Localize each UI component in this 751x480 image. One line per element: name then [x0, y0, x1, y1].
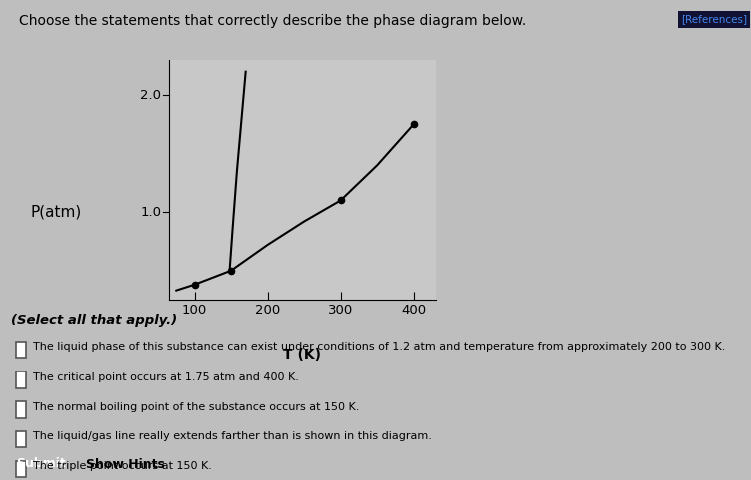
Text: 1.0: 1.0	[140, 206, 161, 219]
Text: The critical point occurs at 1.75 atm and 400 K.: The critical point occurs at 1.75 atm an…	[33, 372, 299, 382]
Text: 2.0: 2.0	[140, 89, 161, 102]
Text: P(atm): P(atm)	[30, 204, 81, 220]
Text: (Select all that apply.): (Select all that apply.)	[11, 314, 177, 327]
Text: Submit: Submit	[16, 457, 66, 470]
Text: Show Hints: Show Hints	[86, 457, 165, 471]
Text: The triple point occurs at 150 K.: The triple point occurs at 150 K.	[33, 461, 212, 471]
Text: The normal boiling point of the substance occurs at 150 K.: The normal boiling point of the substanc…	[33, 402, 360, 411]
Text: T (K): T (K)	[283, 348, 321, 362]
Text: [References]: [References]	[681, 14, 747, 24]
Text: The liquid/gas line really extends farther than is shown in this diagram.: The liquid/gas line really extends farth…	[33, 432, 432, 441]
Text: The liquid phase of this substance can exist under conditions of 1.2 atm and tem: The liquid phase of this substance can e…	[33, 342, 725, 352]
Text: Choose the statements that correctly describe the phase diagram below.: Choose the statements that correctly des…	[19, 14, 526, 28]
